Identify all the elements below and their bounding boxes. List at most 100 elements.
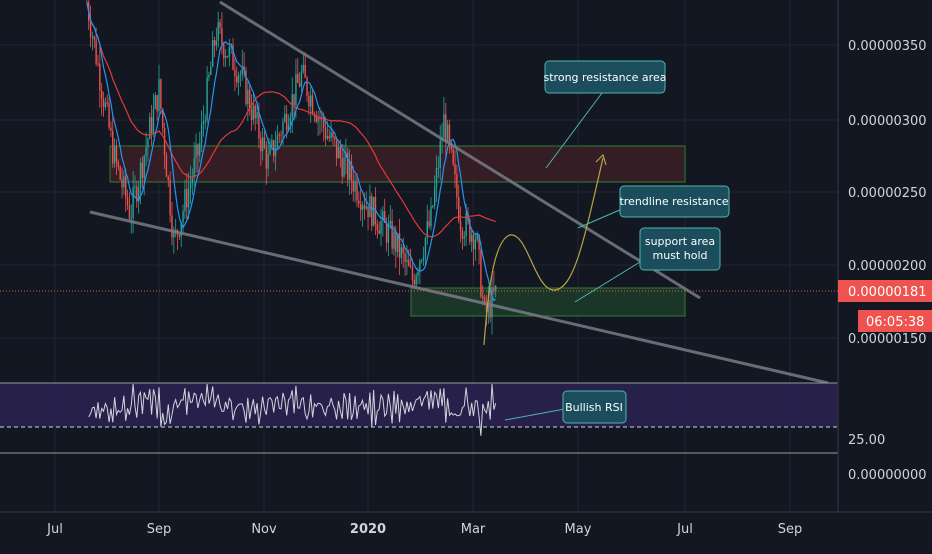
candle-body: [361, 205, 364, 210]
candle-body: [359, 203, 362, 210]
candle-body: [184, 189, 186, 212]
candle-body: [99, 63, 101, 91]
countdown-label: 06:05:38: [866, 315, 924, 330]
candle-body: [485, 302, 488, 312]
candle-body: [380, 221, 382, 234]
upper-trendline[interactable]: [219, 0, 701, 300]
candle-body: [389, 220, 391, 226]
candle-body: [197, 144, 199, 156]
candle-body: [191, 177, 194, 183]
candle-body: [424, 237, 427, 257]
candle-body: [493, 287, 495, 292]
candle-body: [489, 299, 491, 318]
candle-body: [199, 143, 201, 156]
candle-body: [112, 130, 114, 164]
trendline-callout[interactable]: [619, 185, 730, 218]
candle-body: [110, 127, 112, 131]
candle-body: [483, 297, 486, 303]
candles: [86, 0, 497, 335]
candle-body: [408, 259, 410, 266]
trendline-callout-pointer: [577, 208, 623, 229]
support-callout-line: must hold: [653, 249, 708, 262]
candle-body: [367, 206, 369, 218]
candle-body: [160, 79, 162, 109]
candle-body: [382, 211, 384, 222]
projection-arrow-head: [595, 153, 607, 166]
y-tick-label: 0.00000200: [848, 259, 927, 274]
candle-body: [241, 66, 243, 75]
candle-body: [443, 114, 445, 139]
candle-body: [376, 224, 379, 231]
rsi-callout[interactable]: [562, 390, 627, 424]
rsi-level-label: 25.00: [848, 433, 885, 448]
lower-trendline[interactable]: [89, 210, 829, 385]
candle-body: [339, 147, 342, 158]
candle-body: [219, 22, 221, 28]
candle-body: [398, 233, 401, 258]
candle-body: [149, 117, 151, 140]
candle-body: [352, 180, 354, 192]
candle-body: [315, 116, 317, 122]
candle-body: [206, 77, 208, 121]
candle-body: [300, 71, 303, 87]
candle-body: [343, 157, 345, 177]
candle-body: [430, 206, 432, 227]
candle-body: [236, 76, 238, 83]
candle-body: [284, 113, 286, 122]
support-callout[interactable]: [639, 227, 721, 271]
candle-body: [204, 120, 206, 122]
candle-body: [234, 69, 236, 77]
candle-body: [404, 253, 406, 262]
candle-body: [130, 217, 132, 219]
candle-body: [324, 127, 327, 139]
x-tick-label: 2020: [350, 522, 386, 537]
support-callout-line: support area: [645, 235, 715, 248]
candle-body: [406, 259, 408, 262]
y-axis[interactable]: 0.00000350 0.00000300 0.00000250 0.00000…: [848, 39, 927, 347]
x-tick-label: Sep: [147, 522, 172, 537]
candle-body: [208, 74, 210, 78]
candle-body: [474, 239, 477, 250]
candle-body: [256, 112, 258, 119]
candle-body: [187, 188, 190, 208]
candle-body: [371, 196, 373, 226]
x-tick-label: Jul: [46, 522, 63, 537]
resistance-zone: [109, 145, 686, 183]
candle-body: [413, 280, 416, 285]
candle-body: [289, 117, 292, 126]
candle-body: [115, 146, 118, 162]
candle-body: [387, 225, 390, 243]
candle-body: [365, 206, 367, 209]
candle-body: [254, 105, 256, 119]
candle-body: [139, 162, 142, 188]
candle-body: [422, 256, 425, 261]
candle-body: [171, 215, 173, 238]
candle-body: [326, 135, 329, 139]
candle-body: [269, 145, 271, 155]
candle-body: [274, 148, 277, 157]
candle-body: [384, 211, 386, 223]
candle-body: [458, 197, 460, 221]
resistance-callout[interactable]: [544, 60, 666, 94]
y-tick-label: 0.00000300: [848, 114, 927, 129]
candle-body: [278, 134, 280, 136]
candle-body: [276, 134, 279, 149]
candle-body: [152, 108, 155, 134]
candle-body: [308, 96, 310, 107]
x-axis[interactable]: Jul Sep Nov 2020 Mar May Jul Sep: [46, 522, 802, 537]
candle-body: [363, 205, 366, 209]
support-callout-pointer: [574, 261, 641, 303]
x-tick-label: Nov: [251, 522, 277, 537]
candle-body: [350, 161, 353, 181]
candle-body: [221, 27, 223, 45]
candle-body: [306, 77, 308, 97]
candle-body: [163, 127, 166, 156]
candle-body: [228, 46, 231, 57]
candle-body: [354, 181, 356, 192]
candle-body: [200, 124, 203, 144]
candle-body: [97, 63, 99, 65]
candle-body: [252, 105, 255, 120]
candle-body: [193, 158, 195, 178]
candle-body: [237, 75, 240, 83]
